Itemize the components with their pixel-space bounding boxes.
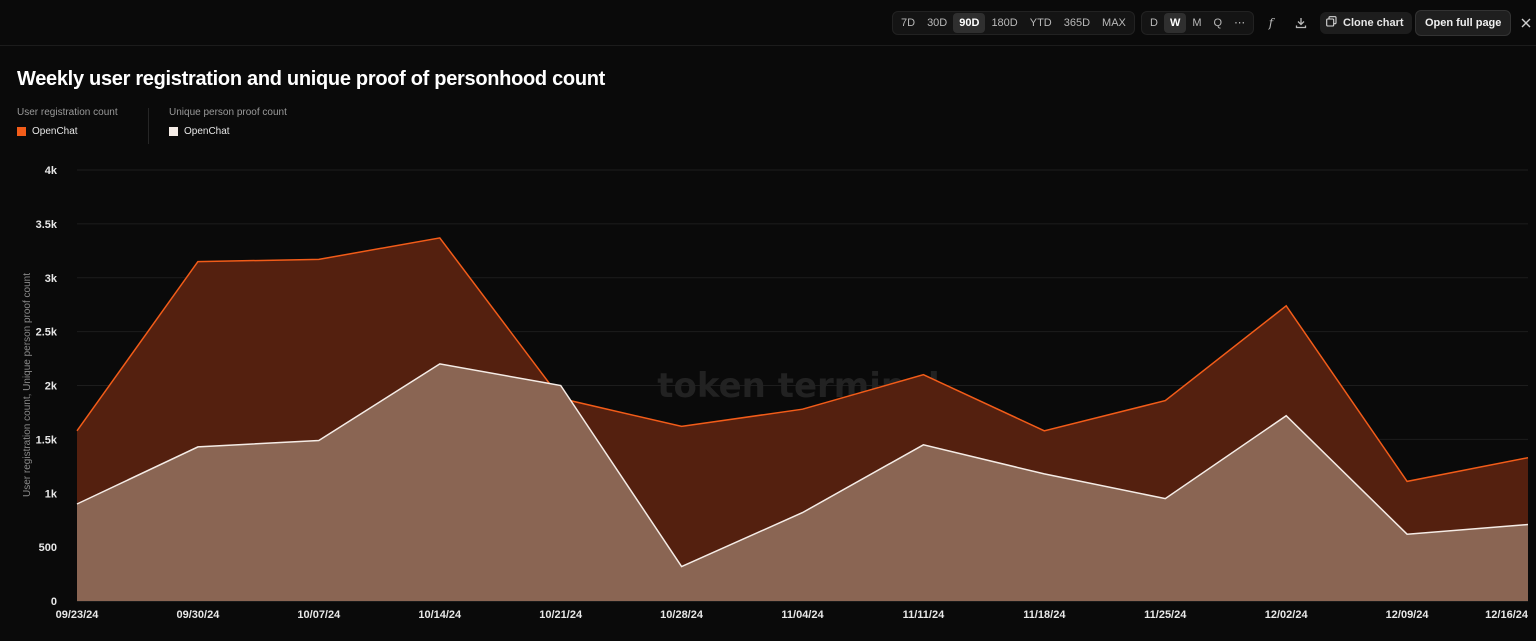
granularity-option[interactable]: M bbox=[1192, 17, 1202, 29]
x-tick-label: 12/02/24 bbox=[1265, 609, 1309, 621]
range-option[interactable]: YTD bbox=[1029, 17, 1052, 29]
formula-icon[interactable]: f bbox=[1261, 13, 1281, 33]
legend-group-proof: Unique person proof count OpenChat bbox=[169, 107, 287, 137]
range-option[interactable]: 30D bbox=[927, 17, 948, 29]
y-axis-label: User registration count, Unique person p… bbox=[22, 273, 33, 497]
x-tick-label: 10/14/24 bbox=[418, 609, 462, 621]
clone-chart-button[interactable]: Clone chart bbox=[1320, 12, 1412, 34]
x-tick-label: 09/23/24 bbox=[56, 609, 100, 621]
x-axis: 09/23/24 09/30/24 10/07/24 10/14/24 10/21/24… bbox=[56, 609, 1529, 621]
y-tick-label: 2.5k bbox=[36, 327, 58, 339]
granularity-option[interactable]: Q bbox=[1213, 17, 1223, 29]
series-line bbox=[76, 237, 1529, 483]
granularity-selector: D W M Q ⋯ bbox=[1141, 11, 1255, 35]
legend-item[interactable]: OpenChat bbox=[17, 126, 118, 137]
legend-swatch bbox=[17, 127, 26, 136]
legend-item[interactable]: OpenChat bbox=[169, 126, 287, 137]
y-tick-label: 3.5k bbox=[36, 219, 58, 231]
close-icon[interactable] bbox=[1520, 12, 1536, 34]
x-tick-label: 10/28/24 bbox=[660, 609, 704, 621]
x-tick-label: 12/09/24 bbox=[1386, 609, 1430, 621]
y-tick-label: 2k bbox=[45, 381, 58, 393]
range-option[interactable]: 90D bbox=[953, 13, 986, 33]
x-tick-label: 12/16/24 bbox=[1485, 609, 1529, 621]
series-area bbox=[77, 363, 1528, 601]
y-tick-label: 3k bbox=[45, 273, 58, 285]
range-option[interactable]: 7D bbox=[901, 17, 916, 29]
y-tick-label: 4k bbox=[45, 165, 58, 177]
open-full-page-button[interactable]: Open full page bbox=[1415, 10, 1512, 36]
range-option[interactable]: MAX bbox=[1102, 17, 1126, 29]
clone-chart-label: Clone chart bbox=[1343, 17, 1404, 29]
y-tick-label: 1k bbox=[45, 488, 58, 500]
x-tick-label: 10/07/24 bbox=[297, 609, 341, 621]
x-tick-label: 10/21/24 bbox=[539, 609, 583, 621]
legend-group-title: Unique person proof count bbox=[169, 107, 287, 118]
x-tick-label: 11/18/24 bbox=[1023, 609, 1066, 621]
y-tick-label: 500 bbox=[39, 542, 57, 554]
copy-icon bbox=[1326, 16, 1337, 30]
x-tick-label: 09/30/24 bbox=[177, 609, 221, 621]
range-selector: 7D 30D 90D 180D YTD 365D MAX bbox=[892, 11, 1135, 35]
range-option[interactable]: 180D bbox=[991, 17, 1018, 29]
legend-swatch bbox=[169, 127, 178, 136]
x-tick-label: 11/11/24 bbox=[903, 609, 945, 621]
legend-item-label: OpenChat bbox=[32, 126, 78, 137]
legend-group-title: User registration count bbox=[17, 107, 118, 118]
y-tick-label: 1.5k bbox=[36, 434, 58, 446]
chart-toolbar: 7D 30D 90D 180D YTD 365D MAX D W M Q ⋯ f Clone cha… bbox=[0, 0, 1536, 46]
granularity-option[interactable]: D bbox=[1150, 17, 1158, 29]
granularity-option[interactable]: ⋯ bbox=[1234, 17, 1246, 29]
x-tick-label: 11/25/24 bbox=[1144, 609, 1187, 621]
svg-text:f: f bbox=[1268, 16, 1276, 30]
legend-divider bbox=[148, 108, 149, 144]
x-tick-label: 11/04/24 bbox=[781, 609, 824, 621]
series-layer bbox=[76, 237, 1529, 601]
y-axis: 0 500 1k 1.5k 2k 2.5k 3k 3.5k 4k bbox=[36, 165, 58, 608]
chart-title: Weekly user registration and unique proo… bbox=[17, 68, 606, 90]
granularity-option[interactable]: W bbox=[1163, 13, 1187, 33]
y-tick-label: 0 bbox=[51, 596, 57, 608]
legend-group-registration: User registration count OpenChat bbox=[17, 107, 118, 137]
legend-item-label: OpenChat bbox=[184, 126, 230, 137]
series-line bbox=[76, 363, 1529, 568]
download-icon[interactable] bbox=[1291, 13, 1311, 33]
range-option[interactable]: 365D bbox=[1063, 17, 1091, 29]
